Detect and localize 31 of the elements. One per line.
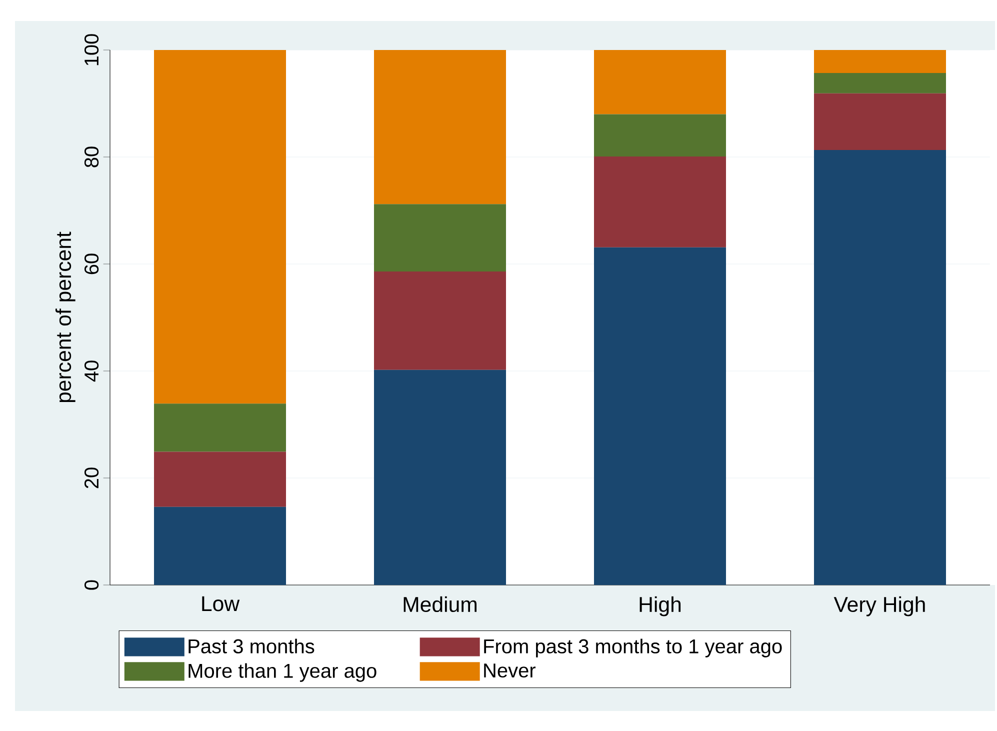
bar — [374, 50, 506, 204]
y-tick-label: 40 — [84, 360, 99, 382]
bar — [154, 404, 286, 452]
bar — [814, 50, 946, 73]
bar — [374, 271, 506, 370]
bar — [374, 370, 506, 585]
y-tick-label: 60 — [84, 254, 99, 274]
legend-label: Never — [484, 664, 536, 678]
bar — [154, 506, 286, 585]
bar — [814, 72, 946, 94]
legend-label: From past 3 months to 1 year ago — [484, 638, 782, 658]
bar — [594, 247, 726, 585]
bar — [814, 150, 946, 585]
bar — [154, 452, 286, 507]
bar — [594, 156, 726, 248]
bar — [374, 204, 506, 272]
bar — [594, 50, 726, 114]
bar — [814, 93, 946, 150]
x-tick-label: Low — [202, 596, 240, 612]
y-tick-label: 80 — [84, 146, 99, 168]
y-tick-label: 20 — [84, 468, 99, 488]
bar — [154, 50, 286, 404]
x-tick-label: High — [640, 596, 681, 616]
bar — [594, 114, 726, 156]
x-tick-label: Medium — [404, 596, 477, 612]
legend-label: More than 1 year ago — [188, 663, 376, 682]
y-tick-label: 100 — [84, 34, 99, 66]
x-tick-label: Very High — [834, 596, 925, 616]
y-tick-label: 0 — [84, 580, 99, 590]
y-axis-title: percent of percent — [55, 232, 76, 402]
legend-label: Past 3 months — [188, 638, 314, 654]
